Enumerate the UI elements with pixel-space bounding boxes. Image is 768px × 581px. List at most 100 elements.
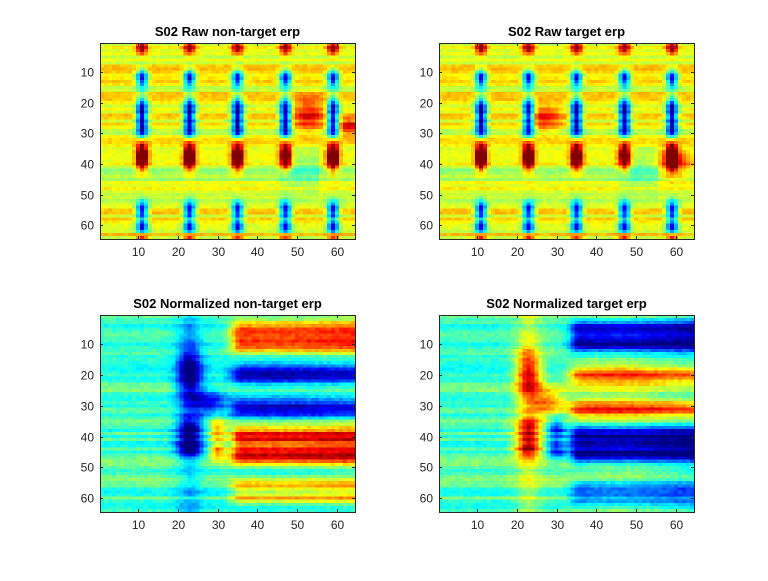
heatmap-cell xyxy=(279,89,283,93)
heatmap-cell xyxy=(255,156,259,160)
heatmap-cell xyxy=(275,110,279,114)
heatmap-cell xyxy=(204,135,208,139)
heatmap-cell xyxy=(327,55,331,59)
heatmap-cell xyxy=(507,83,511,87)
heatmap-cell xyxy=(168,150,172,154)
heatmap-cell xyxy=(283,224,287,228)
heatmap-cell xyxy=(228,193,232,197)
heatmap-cell xyxy=(128,193,132,197)
heatmap-cell xyxy=(255,46,259,50)
heatmap-cell xyxy=(283,80,287,84)
heatmap-cell xyxy=(200,113,204,117)
heatmap-cell xyxy=(164,190,168,194)
heatmap-cell xyxy=(208,98,212,102)
heatmap-cell xyxy=(295,190,299,194)
heatmap-cell xyxy=(132,153,136,157)
heatmap-cell xyxy=(291,175,295,179)
heatmap-cell xyxy=(570,49,574,53)
heatmap-cell xyxy=(263,236,267,240)
heatmap-cell xyxy=(112,208,116,212)
heatmap-cell xyxy=(124,120,128,124)
heatmap-cell xyxy=(567,74,571,78)
heatmap-cell xyxy=(447,80,451,84)
heatmap-cell xyxy=(279,172,283,176)
heatmap-cell xyxy=(120,156,124,160)
heatmap-cell xyxy=(180,71,184,75)
heatmap-cell xyxy=(228,215,232,219)
heatmap-cell xyxy=(287,64,291,68)
heatmap-cell xyxy=(156,52,160,56)
heatmap-cell xyxy=(212,150,216,154)
heatmap-cell xyxy=(622,74,626,78)
heatmap-cell xyxy=(212,230,216,234)
heatmap-cell xyxy=(351,150,355,154)
heatmap-cell xyxy=(116,202,120,206)
heatmap-cell xyxy=(251,178,255,182)
heatmap-cell xyxy=(263,144,267,148)
heatmap-cell xyxy=(582,74,586,78)
x-tick-label: 10 xyxy=(132,245,146,259)
heatmap-cell xyxy=(228,181,232,185)
heatmap-cell xyxy=(271,141,275,145)
heatmap-cell xyxy=(224,227,228,231)
heatmap-cell xyxy=(172,172,176,176)
subplot-title: S02 Raw non-target erp xyxy=(155,24,300,39)
heatmap-cell xyxy=(216,202,220,206)
heatmap-cell xyxy=(188,68,192,72)
heatmap-cell xyxy=(172,159,176,163)
heatmap-cell xyxy=(176,138,180,142)
heatmap-cell xyxy=(263,138,267,142)
heatmap-cell xyxy=(483,61,487,65)
heatmap-cell xyxy=(235,132,239,136)
heatmap-cell xyxy=(351,92,355,96)
heatmap-cell xyxy=(120,126,124,130)
heatmap-cell xyxy=(343,193,347,197)
heatmap-cell xyxy=(140,233,144,237)
heatmap-cell xyxy=(220,166,224,170)
heatmap-cell xyxy=(108,110,112,114)
heatmap-cell xyxy=(116,230,120,234)
heatmap-cell xyxy=(112,77,116,81)
heatmap-cell xyxy=(184,233,188,237)
heatmap-cell xyxy=(347,104,351,108)
heatmap-cell xyxy=(243,46,247,50)
heatmap-cell xyxy=(108,224,112,228)
heatmap-cell xyxy=(156,86,160,90)
heatmap-cell xyxy=(343,135,347,139)
heatmap-cell xyxy=(347,92,351,96)
heatmap-cell xyxy=(451,58,455,62)
heatmap-cell xyxy=(172,138,176,142)
heatmap-cell xyxy=(172,233,176,237)
heatmap-cell xyxy=(152,98,156,102)
heatmap-cell xyxy=(578,58,582,62)
heatmap-cell xyxy=(459,77,463,81)
heatmap-cell xyxy=(156,141,160,145)
heatmap-cell xyxy=(235,129,239,133)
heatmap-cell xyxy=(499,64,503,68)
heatmap-cell xyxy=(247,113,251,117)
heatmap-cell xyxy=(239,61,243,65)
heatmap-cell xyxy=(192,80,196,84)
heatmap-cell xyxy=(196,159,200,163)
heatmap-cell xyxy=(108,92,112,96)
heatmap-cell xyxy=(267,199,271,203)
heatmap-cell xyxy=(271,46,275,50)
heatmap-cell xyxy=(116,215,120,219)
heatmap-cell xyxy=(670,49,674,53)
heatmap-cell xyxy=(228,153,232,157)
heatmap-cell xyxy=(116,162,120,166)
heatmap-cell xyxy=(208,172,212,176)
heatmap-cell xyxy=(311,123,315,127)
heatmap-cell xyxy=(327,169,331,173)
heatmap-cell xyxy=(279,147,283,151)
heatmap-cell xyxy=(180,159,184,163)
heatmap-cell xyxy=(567,64,571,68)
heatmap-cell xyxy=(216,199,220,203)
heatmap-cell xyxy=(331,221,335,225)
heatmap-cell xyxy=(172,156,176,160)
heatmap-cell xyxy=(303,156,307,160)
heatmap-cell xyxy=(220,126,224,130)
heatmap-cell xyxy=(463,49,467,53)
heatmap-cell xyxy=(275,199,279,203)
heatmap-cell xyxy=(658,68,662,72)
